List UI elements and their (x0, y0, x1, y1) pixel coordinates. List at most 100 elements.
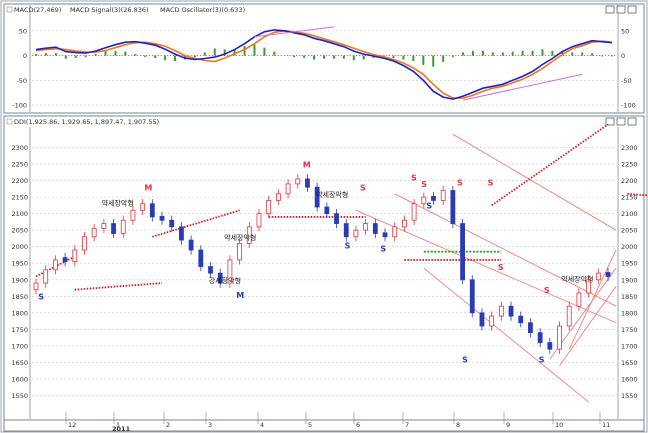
time-tick-label: 7 (405, 421, 409, 429)
price-candle-body (382, 232, 388, 238)
signal-marker: S (360, 184, 366, 193)
pattern-annotation: 약세장악형 (102, 198, 134, 207)
price-rising-channel-line (559, 286, 617, 366)
price-candle-body (295, 178, 301, 185)
signal-marker: S (411, 174, 417, 183)
macd-line (35, 29, 613, 100)
price-candle-body (343, 223, 349, 238)
price-candle-body (43, 269, 49, 284)
macd-legend-macd: MACD(27.469) (14, 6, 61, 14)
price-candle-body (198, 249, 204, 267)
price-y-tick-left: 2050 (11, 227, 28, 235)
price-candle-body (566, 305, 572, 327)
macd-panel-controls[interactable] (605, 5, 637, 14)
restore-icon[interactable] (616, 5, 626, 14)
maximize-icon[interactable] (605, 5, 615, 14)
close-icon[interactable] (627, 117, 637, 126)
price-candle-body (314, 186, 320, 208)
price-candle-body (421, 196, 427, 205)
signal-marker: S (462, 355, 468, 364)
price-candle-body (460, 223, 465, 281)
macd-y-tick-left: 50 (19, 27, 27, 35)
price-candle-body (140, 203, 146, 211)
price-y-tick-right: 1800 (621, 309, 638, 317)
price-y-tick-right: 2200 (621, 177, 638, 185)
signal-marker: S (426, 202, 432, 211)
price-y-tick-left: 1700 (11, 342, 28, 350)
price-trend-line (491, 123, 609, 207)
close-icon[interactable] (627, 5, 637, 14)
price-candle-body (595, 272, 601, 281)
macd-y-axis: -100 -100 -50 -50 0 0 50 50 (12, 27, 636, 109)
price-trend-line (74, 282, 163, 291)
signal-marker: S (421, 180, 427, 189)
price-y-tick-left: 2100 (11, 210, 28, 218)
signal-marker: S (345, 241, 351, 250)
price-channel-line (394, 193, 617, 307)
price-candle-body (256, 213, 262, 228)
macd-plot (32, 26, 616, 101)
price-y-tick-left: 1750 (11, 326, 28, 334)
pattern-annotation: 약세장악형 (316, 190, 348, 199)
signal-marker: S (38, 293, 44, 302)
maximize-icon[interactable] (605, 117, 615, 126)
macd-y-tick-right: 0 (621, 52, 625, 60)
price-panel-controls[interactable] (605, 117, 637, 126)
price-trend-line (152, 209, 240, 238)
time-tick-label: 6 (356, 421, 360, 429)
restore-icon[interactable] (616, 117, 626, 126)
price-candle-body (52, 259, 58, 271)
price-candle-body (392, 226, 398, 238)
price-y-tick-right: 2100 (621, 210, 638, 218)
time-tick-label: 4 (260, 421, 264, 429)
signal-marker: M (303, 160, 311, 169)
price-candle-body (217, 272, 223, 284)
price-y-tick-left: 2300 (11, 144, 28, 152)
price-candle-body (266, 200, 272, 215)
price-candle-body (120, 219, 126, 234)
price-y-tick-right: 2150 (621, 194, 638, 202)
pattern-annotation: 약세장악형 (561, 274, 593, 283)
macd-signal-line (35, 29, 613, 99)
price-y-tick-left: 2250 (11, 161, 28, 169)
price-candle-body (479, 312, 485, 327)
price-candle-body (188, 239, 194, 251)
price-candle-body (237, 242, 242, 261)
macd-legend-osc: MACD Oscillator(3)(0.633) (160, 6, 245, 14)
price-y-tick-right: 2300 (621, 144, 638, 152)
signal-marker: S (539, 355, 545, 364)
macd-y-tick-left: 0 (23, 52, 27, 60)
year-label: 2011 (112, 425, 131, 433)
price-candle-body (169, 219, 175, 228)
price-y-tick-left: 2000 (11, 243, 28, 251)
price-candle-body (518, 315, 524, 324)
time-tick-label: 3 (208, 421, 212, 429)
signal-marker: M (144, 184, 152, 193)
macd-y-tick-right: -50 (621, 77, 632, 85)
price-y-tick-right: 1550 (621, 392, 638, 400)
price-panel-frame (3, 115, 645, 421)
price-candle-body (305, 178, 310, 188)
macd-legend-box (6, 6, 13, 13)
price-candle-body (62, 257, 68, 262)
price-channel-line (423, 267, 589, 403)
signal-marker: S (488, 179, 494, 188)
signal-marker: S (498, 263, 504, 272)
price-grid (32, 147, 616, 396)
price-y-tick-left: 1850 (11, 293, 28, 301)
price-candle-body (227, 259, 233, 284)
price-candle-body (82, 236, 87, 251)
price-candle-body (91, 228, 97, 238)
time-tick-label: 2 (166, 421, 170, 429)
price-y-tick-right: 1850 (621, 293, 638, 301)
macd-y-tick-left: -50 (16, 77, 27, 85)
price-candles (33, 174, 611, 354)
price-channel-line (355, 209, 617, 324)
price-candle-body (149, 203, 155, 218)
price-candle-body (528, 322, 533, 334)
price-candle-body (285, 183, 291, 195)
price-candle-body (489, 315, 495, 327)
macd-trend-mark (462, 73, 583, 101)
price-y-tick-left: 1550 (11, 392, 28, 400)
